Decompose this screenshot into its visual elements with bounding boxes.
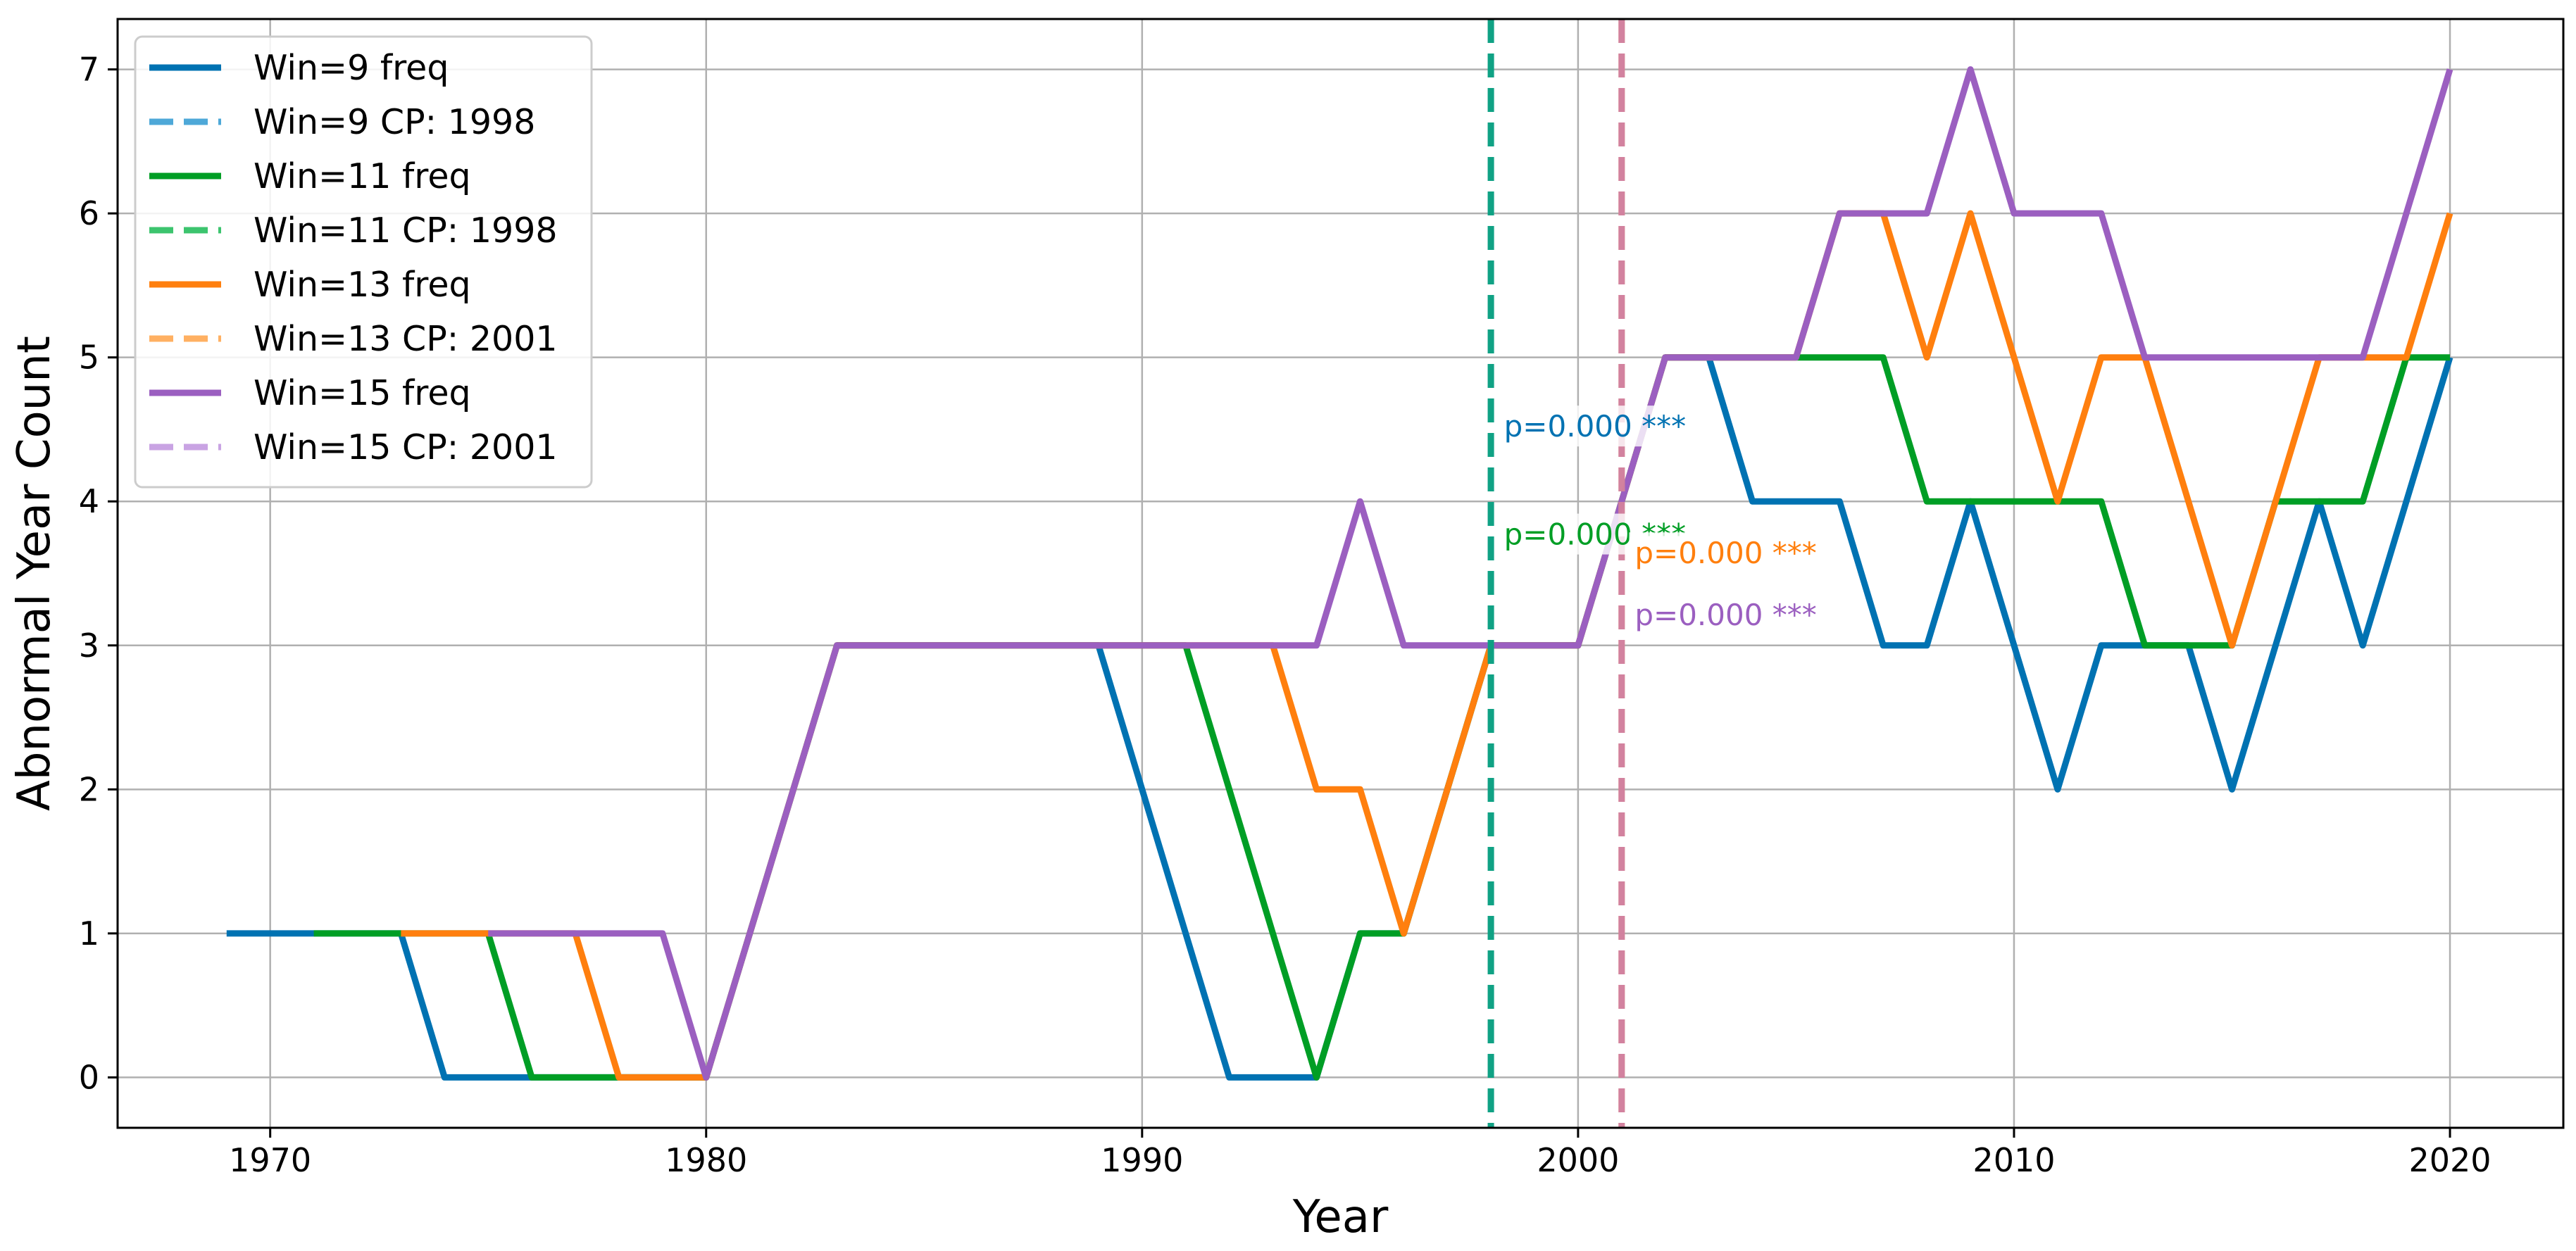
x-axis-title: Year: [1292, 1191, 1389, 1243]
p-value-annotation: p=0.000 ***: [1504, 409, 1686, 444]
series-lines: [226, 66, 2453, 1081]
axis-ticks: 1970 1980 1990 2000 2010 2020 0 1 2 3 4 5 6 7: [79, 51, 2491, 1179]
y-axis-title: Abnormal Year Count: [8, 336, 61, 811]
annotation-box: [1498, 406, 1689, 447]
plot-frame: [116, 18, 2565, 1129]
legend-label: Win=15 freq: [254, 373, 471, 413]
legend-label: Win=9 CP: 1998: [254, 102, 535, 142]
y-tick-label: 5: [79, 339, 99, 377]
x-tick-label: 2020: [2409, 1141, 2491, 1179]
legend-label: Win=13 CP: 2001: [254, 319, 558, 359]
change-point-lines: [1487, 19, 1625, 1128]
legend-box: [134, 35, 593, 489]
legend-label: Win=11 freq: [254, 156, 471, 196]
legend-label: Win=13 freq: [254, 265, 471, 305]
legend-label: Win=11 CP: 1998: [254, 210, 558, 251]
legend-label: Win=9 freq: [254, 48, 449, 88]
y-tick-label: 3: [79, 627, 99, 665]
x-tick-label: 2000: [1537, 1141, 1619, 1179]
p-value-annotation: p=0.000 ***: [1634, 598, 1816, 632]
legend: Win=9 freq Win=9 CP: 1998 Win=11 freq Win=1…: [134, 35, 593, 489]
y-tick-label: 0: [79, 1058, 99, 1096]
y-tick-label: 7: [79, 51, 99, 89]
annotation-box: [1629, 594, 1820, 636]
annotation-box: [1629, 532, 1820, 574]
x-tick-label: 1980: [665, 1141, 747, 1179]
annotations: p=0.000 ***p=0.000 ***p=0.000 ***p=0.000…: [1498, 406, 1820, 636]
x-tick-label: 1990: [1101, 1141, 1183, 1179]
x-tick-label: 2010: [1972, 1141, 2055, 1179]
y-tick-label: 4: [79, 482, 99, 520]
legend-label: Win=15 CP: 2001: [254, 427, 558, 467]
y-tick-label: 2: [79, 770, 99, 808]
p-value-annotation: p=0.000 ***: [1634, 536, 1816, 570]
y-tick-label: 6: [79, 194, 99, 232]
x-tick-label: 1970: [229, 1141, 311, 1179]
series-line-win15: [488, 66, 2453, 1081]
y-tick-label: 1: [79, 914, 99, 953]
